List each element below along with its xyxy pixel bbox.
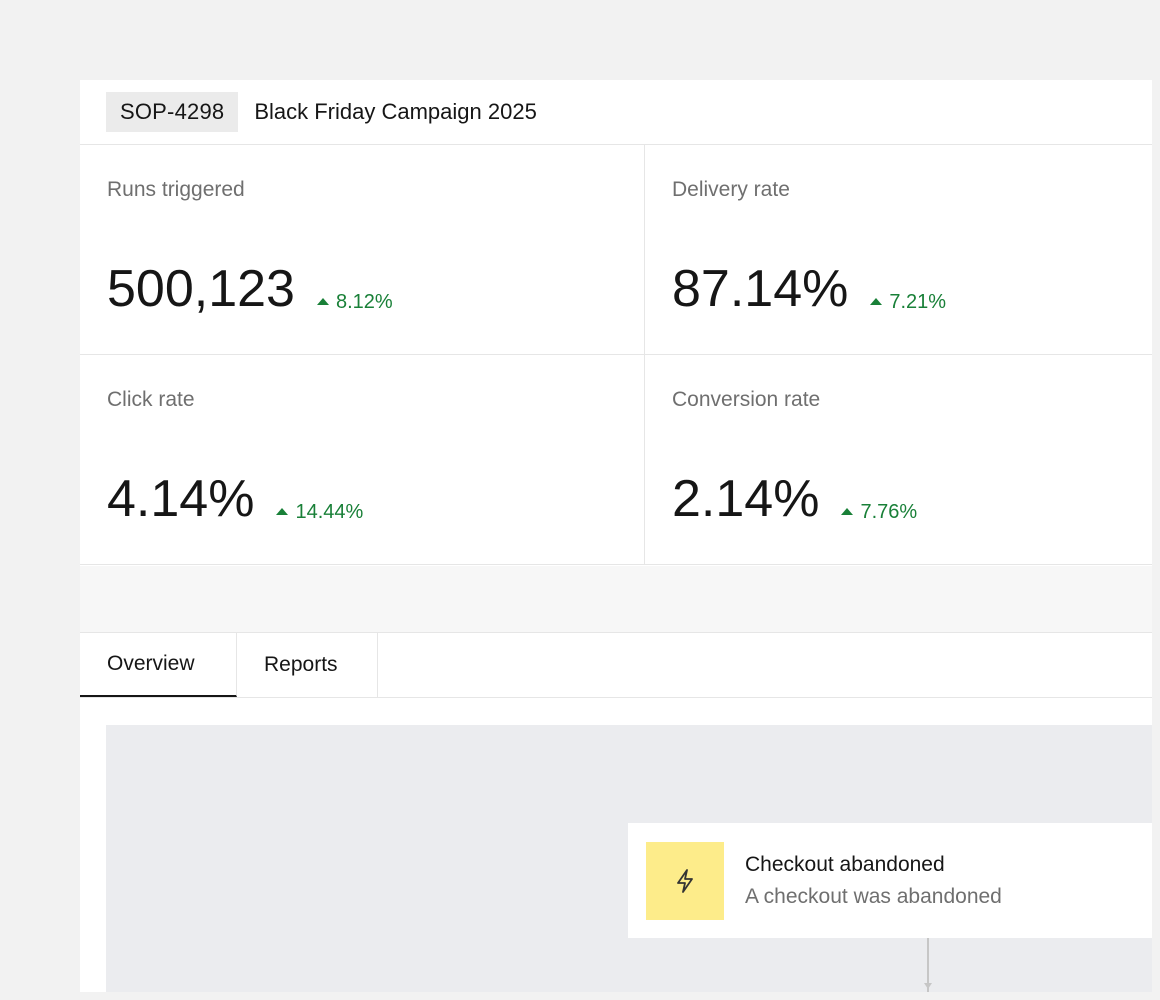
metric-delta-value: 7.21% bbox=[889, 291, 947, 313]
metric-delta-value: 7.76% bbox=[860, 501, 918, 523]
metric-click-rate: Click rate 4.14% 14.44% bbox=[80, 355, 645, 565]
arrow-up-icon bbox=[870, 298, 883, 305]
campaign-header: SOP-4298 Black Friday Campaign 2025 bbox=[80, 80, 1152, 145]
arrow-up-icon bbox=[316, 298, 329, 305]
flow-connector bbox=[927, 938, 929, 992]
metric-value: 87.14% bbox=[672, 260, 849, 318]
trigger-node-subtitle: A checkout was abandoned bbox=[745, 884, 1002, 908]
tab-reports[interactable]: Reports bbox=[237, 633, 378, 697]
metric-delivery-rate: Delivery rate 87.14% 7.21% bbox=[645, 145, 1152, 355]
trigger-node[interactable]: Checkout abandoned A checkout was abando… bbox=[628, 823, 1152, 938]
section-spacer bbox=[80, 566, 1152, 633]
connector-arrow-icon bbox=[924, 983, 932, 989]
arrow-up-icon bbox=[276, 508, 289, 515]
metric-delta: 8.12% bbox=[316, 291, 393, 314]
metric-value: 500,123 bbox=[107, 260, 295, 318]
metric-label: Delivery rate bbox=[672, 178, 790, 201]
campaign-panel: SOP-4298 Black Friday Campaign 2025 Runs… bbox=[80, 80, 1152, 992]
metric-delta: 14.44% bbox=[276, 501, 363, 524]
metric-delta: 7.76% bbox=[841, 501, 917, 524]
metric-conversion-rate: Conversion rate 2.14% 7.76% bbox=[645, 355, 1152, 565]
metric-label: Runs triggered bbox=[107, 178, 245, 201]
metric-value: 4.14% bbox=[107, 470, 255, 528]
tab-bar: Overview Reports bbox=[80, 633, 1152, 698]
metric-runs-triggered: Runs triggered 500,123 8.12% bbox=[80, 145, 645, 355]
campaign-id-tag: SOP-4298 bbox=[106, 92, 239, 132]
metric-label: Conversion rate bbox=[672, 388, 821, 411]
tab-overview[interactable]: Overview bbox=[80, 633, 237, 697]
metric-delta-value: 8.12% bbox=[335, 291, 393, 313]
lightning-bolt-icon bbox=[646, 841, 724, 920]
workflow-canvas[interactable]: Checkout abandoned A checkout was abando… bbox=[106, 725, 1152, 992]
metric-delta-value: 14.44% bbox=[295, 501, 364, 523]
trigger-node-title: Checkout abandoned bbox=[745, 852, 945, 876]
metric-delta: 7.21% bbox=[870, 291, 946, 314]
campaign-title: Black Friday Campaign 2025 bbox=[254, 99, 537, 124]
metric-label: Click rate bbox=[107, 388, 195, 411]
metric-value: 2.14% bbox=[672, 470, 820, 528]
arrow-up-icon bbox=[841, 508, 854, 515]
